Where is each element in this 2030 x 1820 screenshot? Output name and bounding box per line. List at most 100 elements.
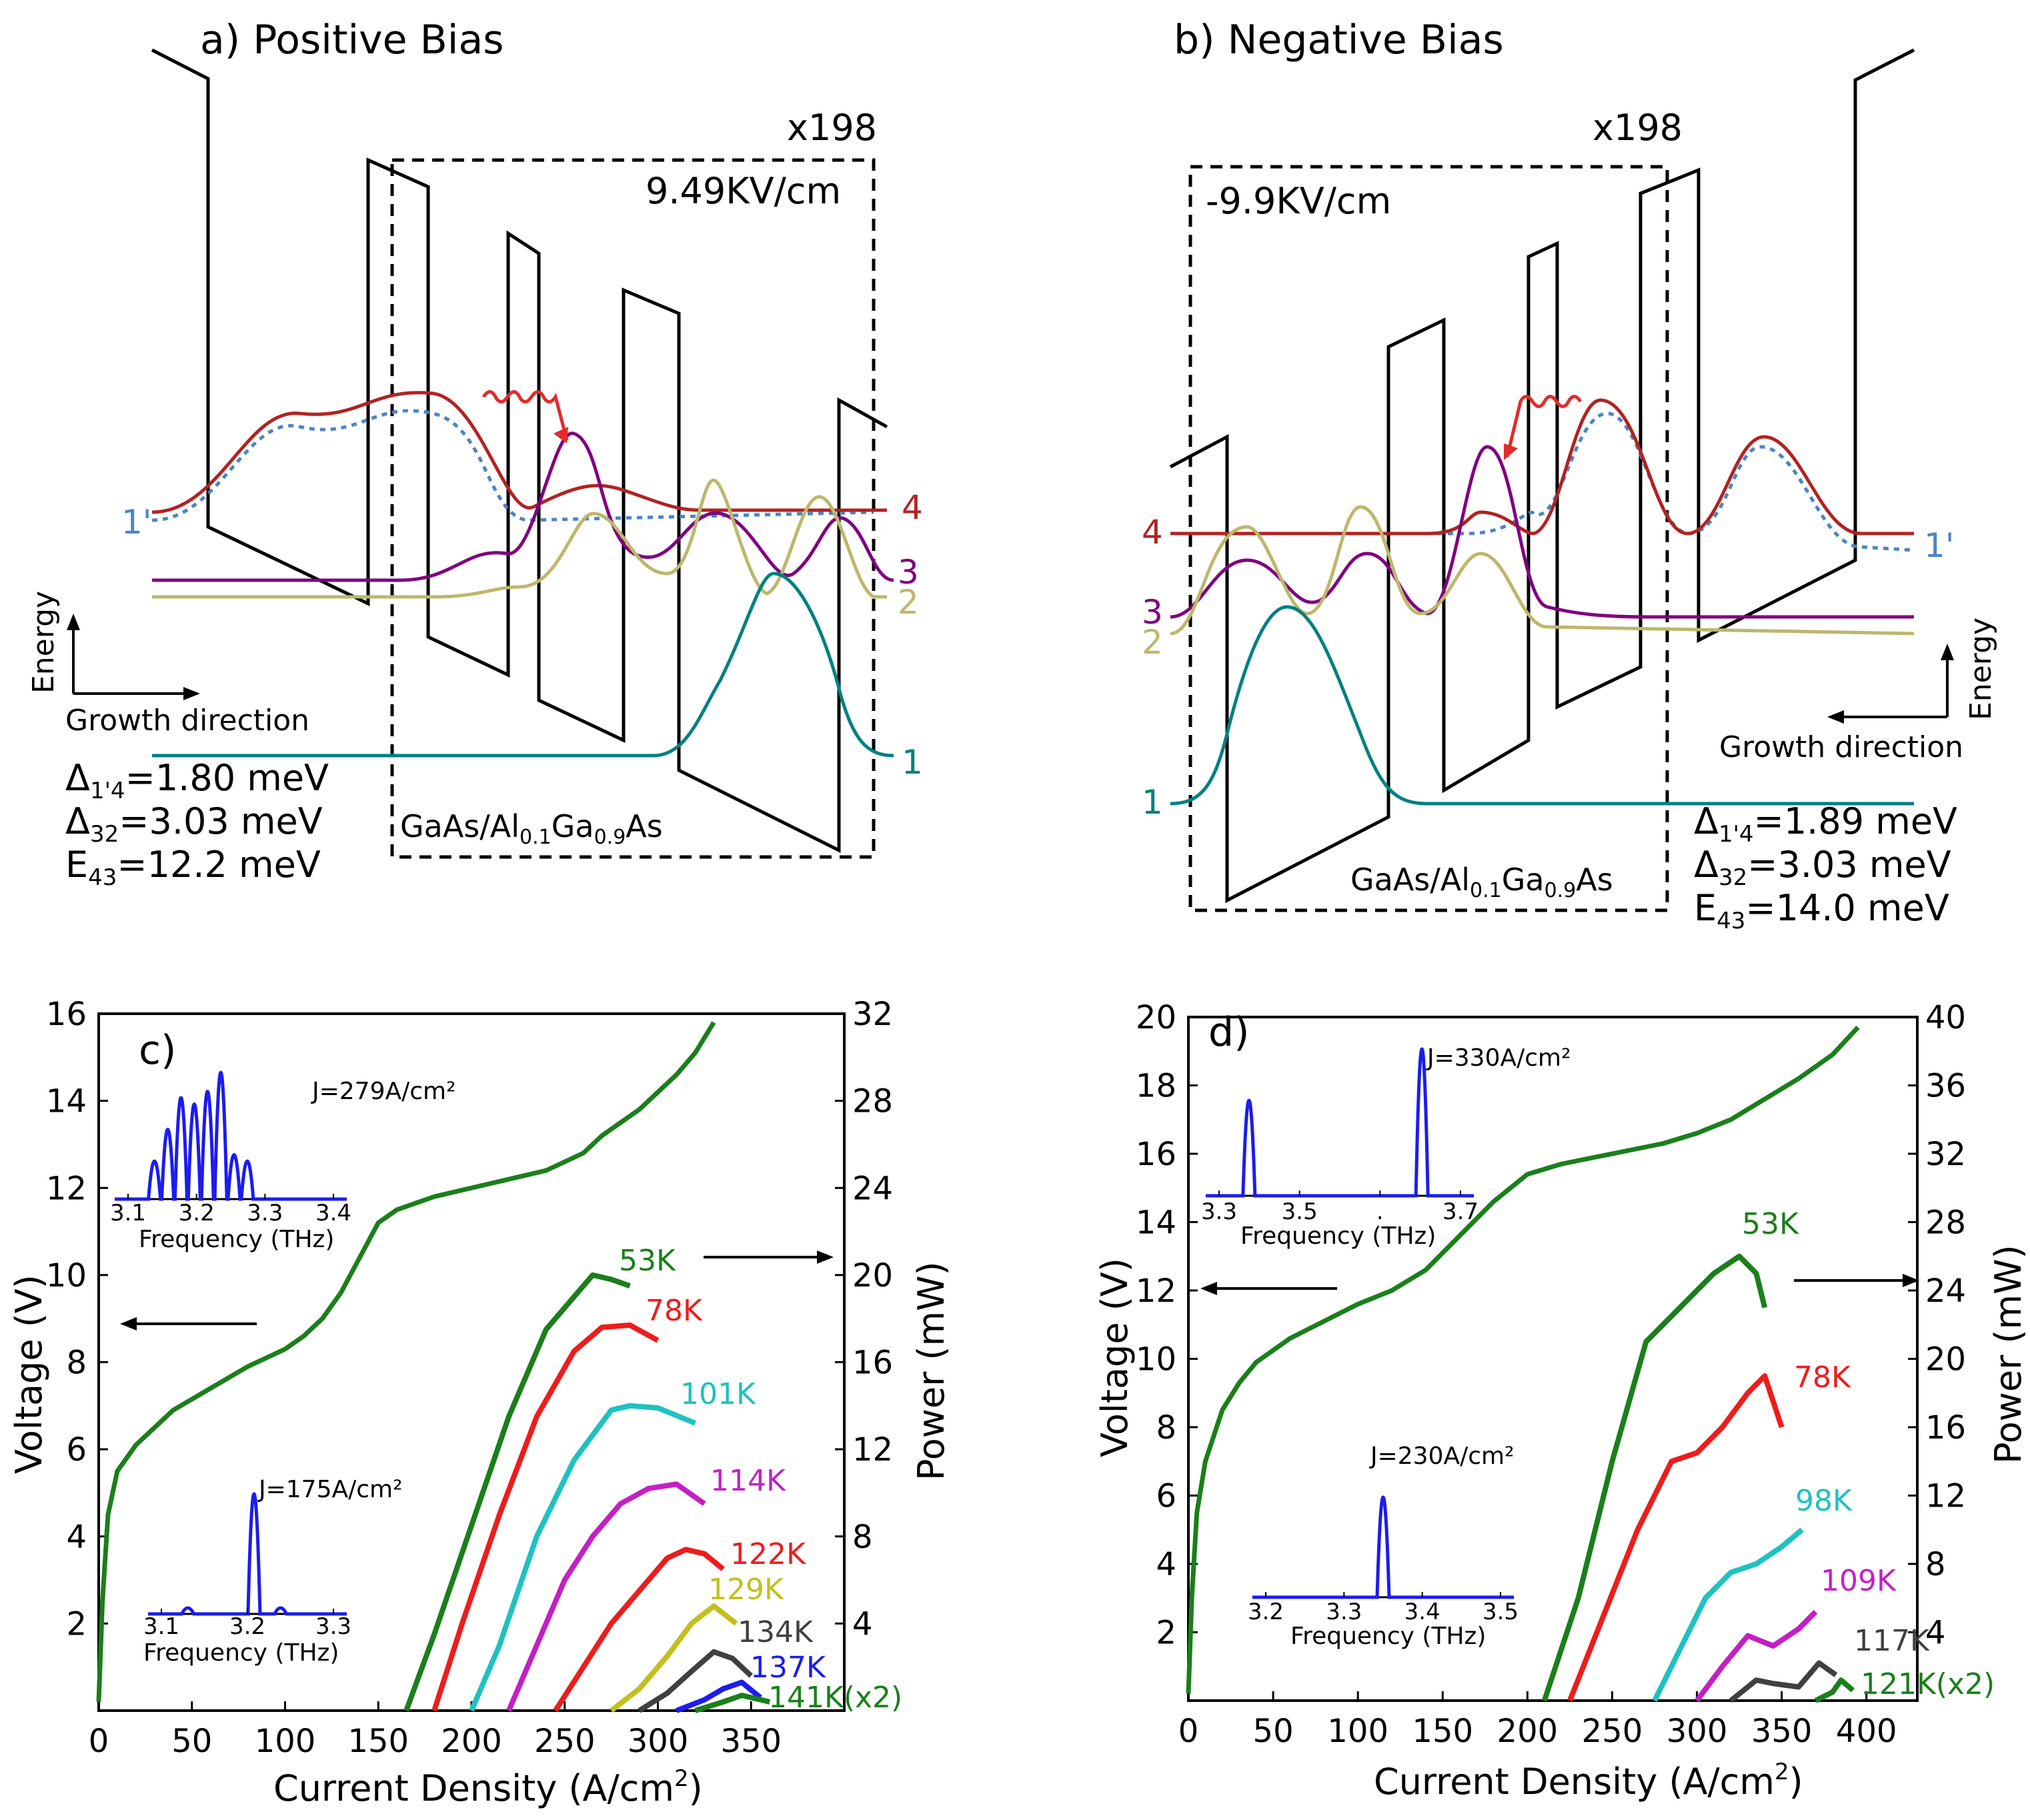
y-tick-left-label: 6: [1156, 1478, 1176, 1515]
curve-label-53K: 53K: [1742, 1207, 1799, 1241]
panel-c-ylabel-left: Voltage (V): [8, 1274, 50, 1474]
panel-d-x-ticks: 0 50 100 150 200 250 300 350 400: [1178, 1691, 1897, 1750]
panel-a-growth-label: Growth direction: [65, 704, 309, 738]
panel-b-conduction-band: [1169, 48, 1915, 904]
panel-b-multiplier: x198: [1593, 107, 1683, 149]
panel-c-xlabel: Current Density (A/cm2): [273, 1765, 703, 1809]
power-curve-98K: [1652, 1527, 1804, 1702]
inset-xlabel: Frequency (THz): [1290, 1623, 1486, 1650]
curve-label-114K: 114K: [710, 1464, 786, 1498]
panel-b-annotation-3: E43=14.0 meV: [1694, 887, 1949, 934]
panel-b-annotation-2: Δ32=3.03 meV: [1694, 844, 1951, 891]
power-curve-109K: [1695, 1609, 1818, 1703]
panel-a-annotation-2: Δ32=3.03 meV: [65, 800, 323, 848]
inset-spectrum: [148, 1492, 347, 1616]
y-tick-right-label: 32: [852, 996, 893, 1033]
x-tick-label: 350: [1751, 1713, 1813, 1750]
curve-label-122K: 122K: [730, 1537, 806, 1571]
panel-b-growth-arrowhead: [1827, 710, 1844, 724]
inset-tick-label: 3.2: [229, 1613, 265, 1640]
y-tick-right-label: 40: [1925, 999, 1966, 1036]
y-tick-right-label: 4: [1925, 1615, 1946, 1652]
panel-a-annotation-3: E43=12.2 meV: [65, 844, 321, 891]
inset-spectrum: [115, 1070, 347, 1201]
power-curve-122K: [553, 1547, 725, 1713]
panel-b-material: GaAs/Al0.1Ga0.9As: [1350, 862, 1613, 902]
inset-tick-label: 3.2: [179, 1200, 215, 1226]
x-tick-label: 0: [1178, 1713, 1199, 1750]
y-tick-right-label: 36: [1925, 1068, 1966, 1105]
panel-a-title: a) Positive Bias: [200, 17, 503, 63]
y-tick-left-label: 4: [66, 1519, 87, 1556]
panel-d-curves: [1186, 1025, 1860, 1703]
inset-tick-label: 3.5: [1282, 1198, 1318, 1225]
panel-d-chart: d) 0 50 100 150 200 250 300 350 400 246810121416…: [1094, 999, 2029, 1803]
inset-tick-label: 3.3: [1326, 1599, 1362, 1625]
power-curve-134K: [638, 1649, 753, 1713]
power-curve-117K: [1729, 1660, 1838, 1703]
inset-tick-label: 3.3: [315, 1613, 351, 1640]
inset-tick-label: 3.1: [143, 1613, 179, 1640]
y-tick-right-label: 12: [852, 1431, 893, 1469]
panel-d-ylabel-right: Power (mW): [1987, 1244, 2029, 1464]
power-curve-101K: [469, 1403, 696, 1712]
inset-tick-label: 3.5: [1482, 1599, 1518, 1625]
panel-b-field: -9.9KV/cm: [1206, 180, 1391, 222]
panel-a-wavefunction-3: [152, 431, 894, 582]
x-tick-label: 100: [255, 1723, 316, 1760]
y-tick-right-label: 4: [852, 1605, 873, 1643]
curve-label-53K: 53K: [619, 1244, 676, 1278]
panel-a-field: 9.49KV/cm: [646, 170, 841, 212]
panel-a-wavefunction-4: [151, 391, 887, 514]
panel-d-voltage-arrowhead: [1200, 1282, 1217, 1295]
x-tick-label: 400: [1836, 1713, 1897, 1750]
y-tick-right-label: 16: [1925, 1409, 1966, 1447]
y-tick-right-label: 12: [1925, 1478, 1966, 1515]
y-tick-right-label: 28: [852, 1083, 893, 1120]
power-curve-141K(x2): [694, 1693, 771, 1713]
panel-a-multiplier: x198: [787, 107, 877, 149]
curve-label-141K(x2): 141K(x2): [768, 1681, 902, 1715]
panel-a-energy-arrowhead: [67, 614, 80, 630]
power-curve-121K(x2): [1814, 1677, 1855, 1703]
curve-label-101K: 101K: [680, 1377, 756, 1411]
panel-b-label-1: 1: [1142, 783, 1163, 822]
panel-b-label-3: 3: [1142, 593, 1163, 632]
panel-a-annotation-1: Δ1'4=1.80 meV: [65, 757, 329, 804]
panel-b-wavefunction-4: [1170, 398, 1914, 536]
y-tick-left-label: 10: [1136, 1341, 1176, 1379]
x-tick-label: 300: [1667, 1713, 1728, 1750]
curve-label-78K: 78K: [646, 1294, 703, 1328]
panel-c-voltage-arrowhead: [120, 1317, 137, 1330]
y-tick-right-label: 24: [852, 1170, 893, 1207]
x-tick-label: 100: [1327, 1713, 1388, 1750]
power-curve-78K: [1567, 1373, 1785, 1702]
x-tick-label: 0: [89, 1723, 109, 1760]
x-tick-label: 350: [720, 1723, 782, 1760]
panel-b-annotation-1: Δ1'4=1.89 meV: [1694, 800, 1957, 848]
power-curve-137K: [675, 1679, 762, 1713]
panel-b-wavefunction-3: [1170, 445, 1914, 619]
y-tick-right-label: 32: [1925, 1136, 1966, 1173]
inset-tick-label: .: [1376, 1198, 1384, 1225]
y-tick-left-label: 16: [46, 996, 87, 1033]
panel-a-material: GaAs/Al0.1Ga0.9As: [400, 808, 663, 849]
y-tick-left-label: 12: [46, 1170, 87, 1207]
panel-b-growth-label: Growth direction: [1719, 730, 1963, 764]
inset-tick-label: 3.4: [315, 1200, 351, 1226]
y-tick-left-label: 12: [1136, 1272, 1176, 1310]
y-tick-right-label: 8: [852, 1519, 873, 1556]
panel-a-label-3: 3: [898, 553, 919, 592]
inset-tick-label: 3.3: [247, 1200, 283, 1226]
panel-d-ylabel-left: Voltage (V): [1094, 1258, 1136, 1457]
inset-xlabel: Frequency (THz): [139, 1226, 334, 1253]
y-tick-right-label: 28: [1925, 1204, 1966, 1242]
panel-c-ylabel-right: Power (mW): [910, 1261, 952, 1481]
inset-tick-label: 3.1: [110, 1200, 146, 1226]
inset-current-label: J=330A/cm²: [1426, 1044, 1571, 1072]
panel-b-emission-arrowhead: [1504, 443, 1518, 460]
curve-label-137K: 137K: [750, 1651, 826, 1685]
panel-c-y-ticks-left: 2 4 6 8 10 12 14 16: [46, 996, 108, 1643]
